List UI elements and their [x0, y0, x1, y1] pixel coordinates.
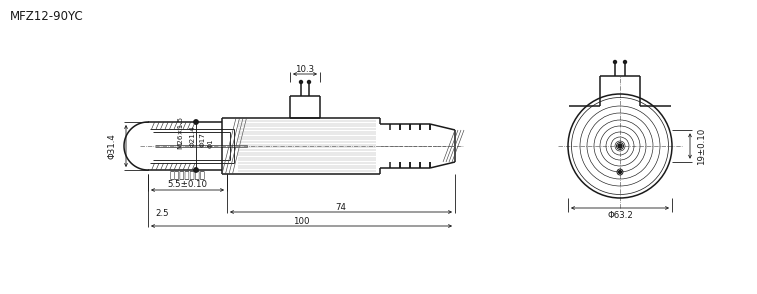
- Text: 10.3: 10.3: [295, 64, 315, 74]
- Text: Φ17: Φ17: [200, 133, 206, 147]
- Text: 5.5±0.10: 5.5±0.10: [167, 180, 207, 188]
- Text: Φ21.4: Φ21.4: [190, 125, 196, 147]
- Text: Φ63.2: Φ63.2: [607, 211, 633, 220]
- Text: 电磁铁得电位置: 电磁铁得电位置: [170, 171, 205, 181]
- Circle shape: [624, 61, 627, 64]
- Text: M26×1.5: M26×1.5: [177, 116, 183, 148]
- Text: MFZ12-90YC: MFZ12-90YC: [10, 10, 84, 23]
- Circle shape: [613, 61, 616, 64]
- Text: 19±0.10: 19±0.10: [697, 127, 706, 165]
- Circle shape: [194, 120, 198, 124]
- Text: 2.5: 2.5: [155, 208, 169, 218]
- Circle shape: [300, 81, 303, 83]
- Text: Φ1: Φ1: [208, 138, 214, 148]
- Circle shape: [307, 81, 310, 83]
- Circle shape: [618, 144, 622, 148]
- Circle shape: [194, 168, 198, 172]
- Text: 74: 74: [335, 203, 347, 211]
- Text: Φ31.4: Φ31.4: [107, 133, 117, 159]
- Circle shape: [618, 171, 621, 173]
- Text: 100: 100: [293, 216, 310, 225]
